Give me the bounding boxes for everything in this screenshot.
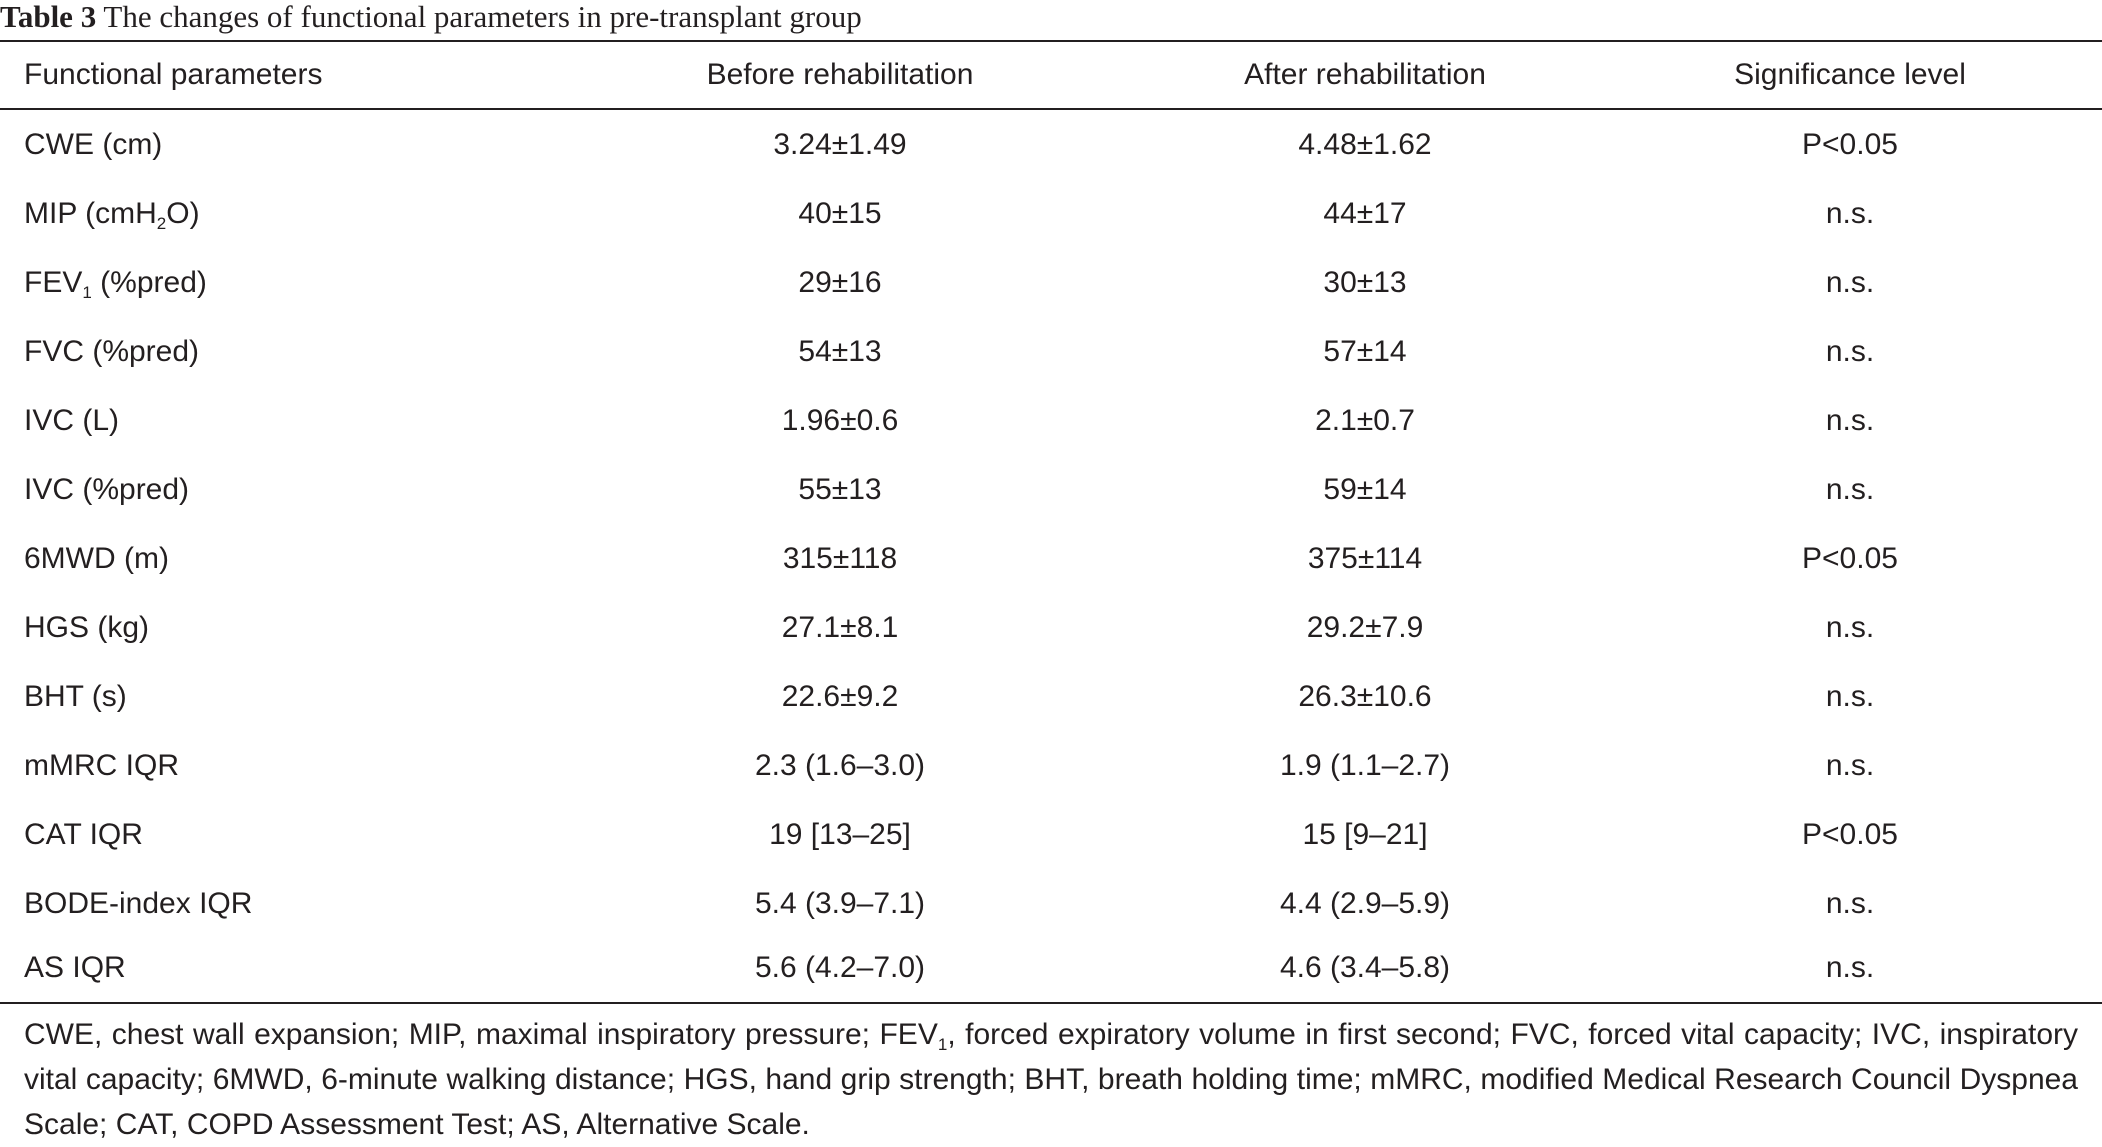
row-before-value: 1.96±0.6 bbox=[781, 404, 899, 437]
table-caption-text: The changes of functional parameters in … bbox=[96, 0, 862, 34]
row-after-value: 1.9 (1.1–2.7) bbox=[1279, 749, 1451, 782]
row-significance: n.s. bbox=[1825, 335, 1875, 368]
header-rule bbox=[0, 108, 2102, 110]
row-param: HGS (kg) bbox=[24, 611, 150, 644]
row-param: BODE-index IQR bbox=[24, 887, 253, 920]
row-before-value: 315±118 bbox=[782, 542, 898, 575]
row-before-value: 40±15 bbox=[798, 197, 882, 230]
row-param: CWE (cm) bbox=[24, 128, 163, 161]
row-significance: n.s. bbox=[1825, 680, 1875, 713]
row-param: IVC (L) bbox=[24, 404, 120, 437]
row-after-value: 44±17 bbox=[1323, 197, 1407, 230]
row-before-value: 27.1±8.1 bbox=[781, 611, 899, 644]
table-row: CAT IQR 19 [13–25] 15 [9–21] P<0.05 bbox=[0, 800, 2102, 869]
footnote-subscript: 1 bbox=[937, 1035, 948, 1054]
table-row: 6MWD (m) 315±118 375±114 P<0.05 bbox=[0, 524, 2102, 593]
row-significance: P<0.05 bbox=[1802, 818, 1898, 851]
row-param-subscript: 1 bbox=[82, 283, 92, 302]
header-significance-level: Significance level bbox=[1734, 58, 1966, 91]
row-param: IVC (%pred) bbox=[24, 473, 190, 506]
table-row: IVC (%pred) 55±13 59±14 n.s. bbox=[0, 455, 2102, 524]
row-param: FVC (%pred) bbox=[24, 335, 200, 368]
row-before-value: 29±16 bbox=[798, 266, 882, 299]
table-row: FVC (%pred) 54±13 57±14 n.s. bbox=[0, 317, 2102, 386]
row-before-value: 5.4 (3.9–7.1) bbox=[754, 887, 926, 920]
row-after-value: 59±14 bbox=[1323, 473, 1407, 506]
row-param-text-end: (%pred) bbox=[91, 266, 207, 299]
row-significance: n.s. bbox=[1825, 197, 1875, 230]
row-after-value: 375±114 bbox=[1307, 542, 1423, 575]
row-significance: n.s. bbox=[1825, 404, 1875, 437]
table-row: BHT (s) 22.6±9.2 26.3±10.6 n.s. bbox=[0, 662, 2102, 731]
table-footnote: CWE, chest wall expansion; MIP, maximal … bbox=[24, 1012, 2078, 1147]
row-param-subscript: 2 bbox=[156, 214, 167, 233]
row-significance: n.s. bbox=[1825, 749, 1875, 782]
header-functional-parameters: Functional parameters bbox=[24, 58, 323, 91]
table-row: IVC (L) 1.96±0.6 2.1±0.7 n.s. bbox=[0, 386, 2102, 455]
row-before-value: 55±13 bbox=[798, 473, 882, 506]
table-row: mMRC IQR 2.3 (1.6–3.0) 1.9 (1.1–2.7) n.s… bbox=[0, 731, 2102, 800]
row-after-value: 29.2±7.9 bbox=[1306, 611, 1424, 644]
row-after-value: 4.48±1.62 bbox=[1298, 128, 1432, 161]
header-before-rehabilitation: Before rehabilitation bbox=[706, 58, 974, 91]
row-significance: n.s. bbox=[1825, 887, 1875, 920]
row-param-text: FEV bbox=[24, 266, 83, 299]
row-after-value: 15 [9–21] bbox=[1302, 818, 1428, 851]
row-param-text: MIP (cmH bbox=[24, 197, 157, 230]
row-significance: P<0.05 bbox=[1802, 542, 1898, 575]
table-row: FEV1 (%pred) 29±16 30±13 n.s. bbox=[0, 248, 2102, 317]
row-param: AS IQR bbox=[24, 951, 126, 984]
row-param: BHT (s) bbox=[24, 680, 127, 713]
row-after-value: 2.1±0.7 bbox=[1315, 404, 1415, 437]
row-after-value: 4.4 (2.9–5.9) bbox=[1279, 887, 1451, 920]
row-after-value: 57±14 bbox=[1323, 335, 1407, 368]
row-param: 6MWD (m) bbox=[24, 542, 169, 575]
row-significance: P<0.05 bbox=[1802, 128, 1898, 161]
row-significance: n.s. bbox=[1825, 951, 1875, 984]
table-row: HGS (kg) 27.1±8.1 29.2±7.9 n.s. bbox=[0, 593, 2102, 662]
header-after-rehabilitation: After rehabilitation bbox=[1244, 58, 1486, 91]
row-significance: n.s. bbox=[1825, 611, 1875, 644]
row-before-value: 5.6 (4.2–7.0) bbox=[754, 951, 926, 984]
row-param: MIP (cmH2O) bbox=[24, 179, 584, 248]
row-before-value: 54±13 bbox=[798, 335, 882, 368]
row-after-value: 26.3±10.6 bbox=[1298, 680, 1432, 713]
table-row: MIP (cmH2O) 40±15 44±17 n.s. bbox=[0, 179, 2102, 248]
row-before-value: 22.6±9.2 bbox=[781, 680, 899, 713]
footnote-text: CWE, chest wall expansion; MIP, maximal … bbox=[24, 1018, 938, 1051]
row-significance: n.s. bbox=[1825, 473, 1875, 506]
table-row: CWE (cm) 3.24±1.49 4.48±1.62 P<0.05 bbox=[0, 110, 2102, 179]
row-param: mMRC IQR bbox=[24, 749, 179, 782]
table-caption: Table 3 The changes of functional parame… bbox=[0, 0, 2102, 38]
table-row: AS IQR 5.6 (4.2–7.0) 4.6 (3.4–5.8) n.s. bbox=[0, 933, 2102, 1002]
row-after-value: 4.6 (3.4–5.8) bbox=[1279, 951, 1451, 984]
table-row: BODE-index IQR 5.4 (3.9–7.1) 4.4 (2.9–5.… bbox=[0, 869, 2102, 938]
table-caption-label: Table 3 bbox=[0, 0, 97, 34]
row-param-text-end: O) bbox=[166, 197, 200, 230]
row-before-value: 19 [13–25] bbox=[769, 818, 911, 851]
row-significance: n.s. bbox=[1825, 266, 1875, 299]
row-param: FEV1 (%pred) bbox=[24, 248, 584, 317]
table-header-row: Functional parameters Before rehabilitat… bbox=[0, 42, 2102, 108]
top-rule bbox=[0, 40, 2102, 42]
footnote-text-end: , forced expiratory volume in first seco… bbox=[24, 1018, 2079, 1141]
row-before-value: 2.3 (1.6–3.0) bbox=[754, 749, 926, 782]
row-after-value: 30±13 bbox=[1323, 266, 1407, 299]
bottom-rule bbox=[0, 1002, 2102, 1004]
row-before-value: 3.24±1.49 bbox=[773, 128, 907, 161]
row-param: CAT IQR bbox=[24, 818, 143, 851]
